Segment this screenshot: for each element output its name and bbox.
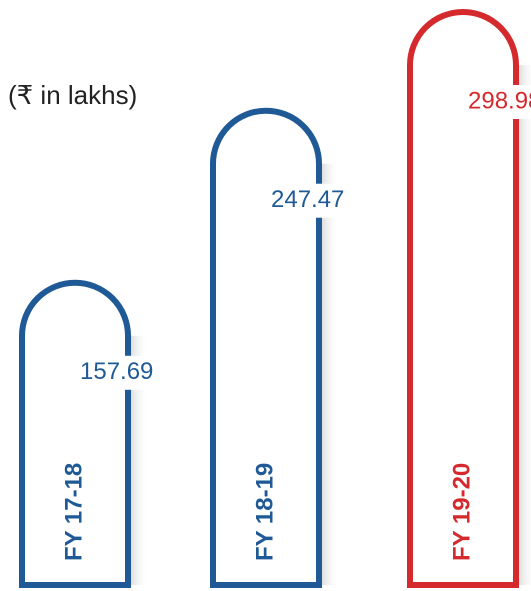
bar-shadow [126,335,148,585]
bar [210,107,322,588]
bar-shadow [317,163,339,586]
value-label: 157.69 [80,358,153,385]
subtitle: (₹ in lakhs) [8,80,137,110]
category-label: FY 19-20 [448,463,475,561]
value-label-bg [76,355,172,390]
value-label: 247.47 [271,186,344,213]
bar [407,9,519,588]
value-label: 298.98 [468,87,531,114]
value-label-bg [267,183,363,218]
category-label: FY 18-19 [251,463,278,561]
category-label: FY 17-18 [60,463,87,561]
value-label-bg [464,85,531,119]
